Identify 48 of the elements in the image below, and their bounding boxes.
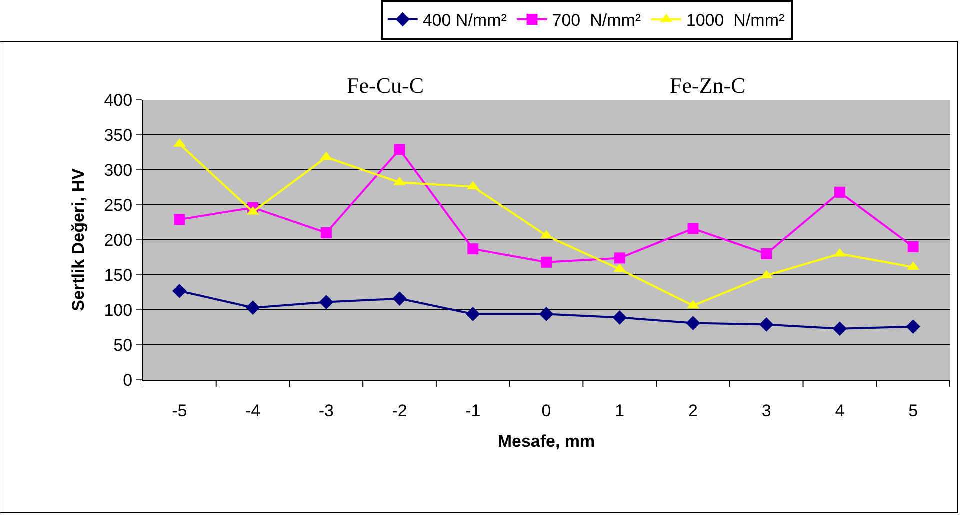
y-tick-label: 250	[104, 196, 133, 215]
legend-label: 700 N/mm²	[552, 11, 642, 30]
x-tick-label: 2	[688, 401, 698, 420]
point	[319, 295, 334, 310]
y-axis-title: Sertlik Değeri, HV	[68, 168, 88, 312]
point	[612, 310, 628, 325]
x-tick-label: -4	[245, 401, 261, 420]
point	[834, 186, 846, 198]
point	[614, 252, 626, 264]
point	[759, 318, 774, 332]
point	[174, 214, 186, 226]
text: Fe-Zn-C	[670, 73, 746, 98]
y-tick-label: 100	[104, 300, 133, 320]
y-tick-label: 350	[104, 126, 133, 145]
y-tick-label: 200	[104, 230, 133, 250]
y-tick-label: 150	[104, 266, 133, 285]
y-tick-label: 50	[114, 336, 133, 355]
text: Fe-Cu-C	[347, 73, 424, 98]
point	[466, 307, 480, 322]
legend-label: 400 N/mm²	[422, 11, 508, 30]
point	[539, 307, 554, 322]
x-tick-label: 4	[835, 401, 845, 420]
point	[832, 322, 848, 336]
point	[906, 320, 920, 334]
y-tick-label: 300	[104, 160, 133, 180]
x-tick-label: 1	[615, 401, 625, 420]
legend-label: 1000 N/mm²	[686, 11, 785, 30]
point	[761, 248, 772, 260]
point	[688, 223, 699, 234]
y-tick-label: 0	[123, 370, 133, 390]
x-tick-label: -1	[466, 401, 481, 420]
point	[541, 256, 552, 268]
point	[394, 144, 406, 156]
x-tick-label: -3	[318, 401, 334, 420]
point	[392, 292, 407, 306]
point	[320, 228, 332, 238]
x-tick-label: 3	[762, 401, 772, 420]
point	[172, 284, 187, 298]
point	[908, 242, 919, 252]
point	[686, 316, 700, 330]
point	[246, 300, 260, 316]
x-tick-label: -5	[172, 401, 188, 420]
x-tick-label: -2	[392, 401, 408, 420]
x-axis-title: Mesafe, mm	[498, 432, 596, 451]
x-tick-label: 5	[908, 401, 918, 420]
y-tick-label: 400	[104, 90, 133, 110]
x-tick-label: 0	[542, 401, 552, 420]
point	[468, 244, 479, 255]
